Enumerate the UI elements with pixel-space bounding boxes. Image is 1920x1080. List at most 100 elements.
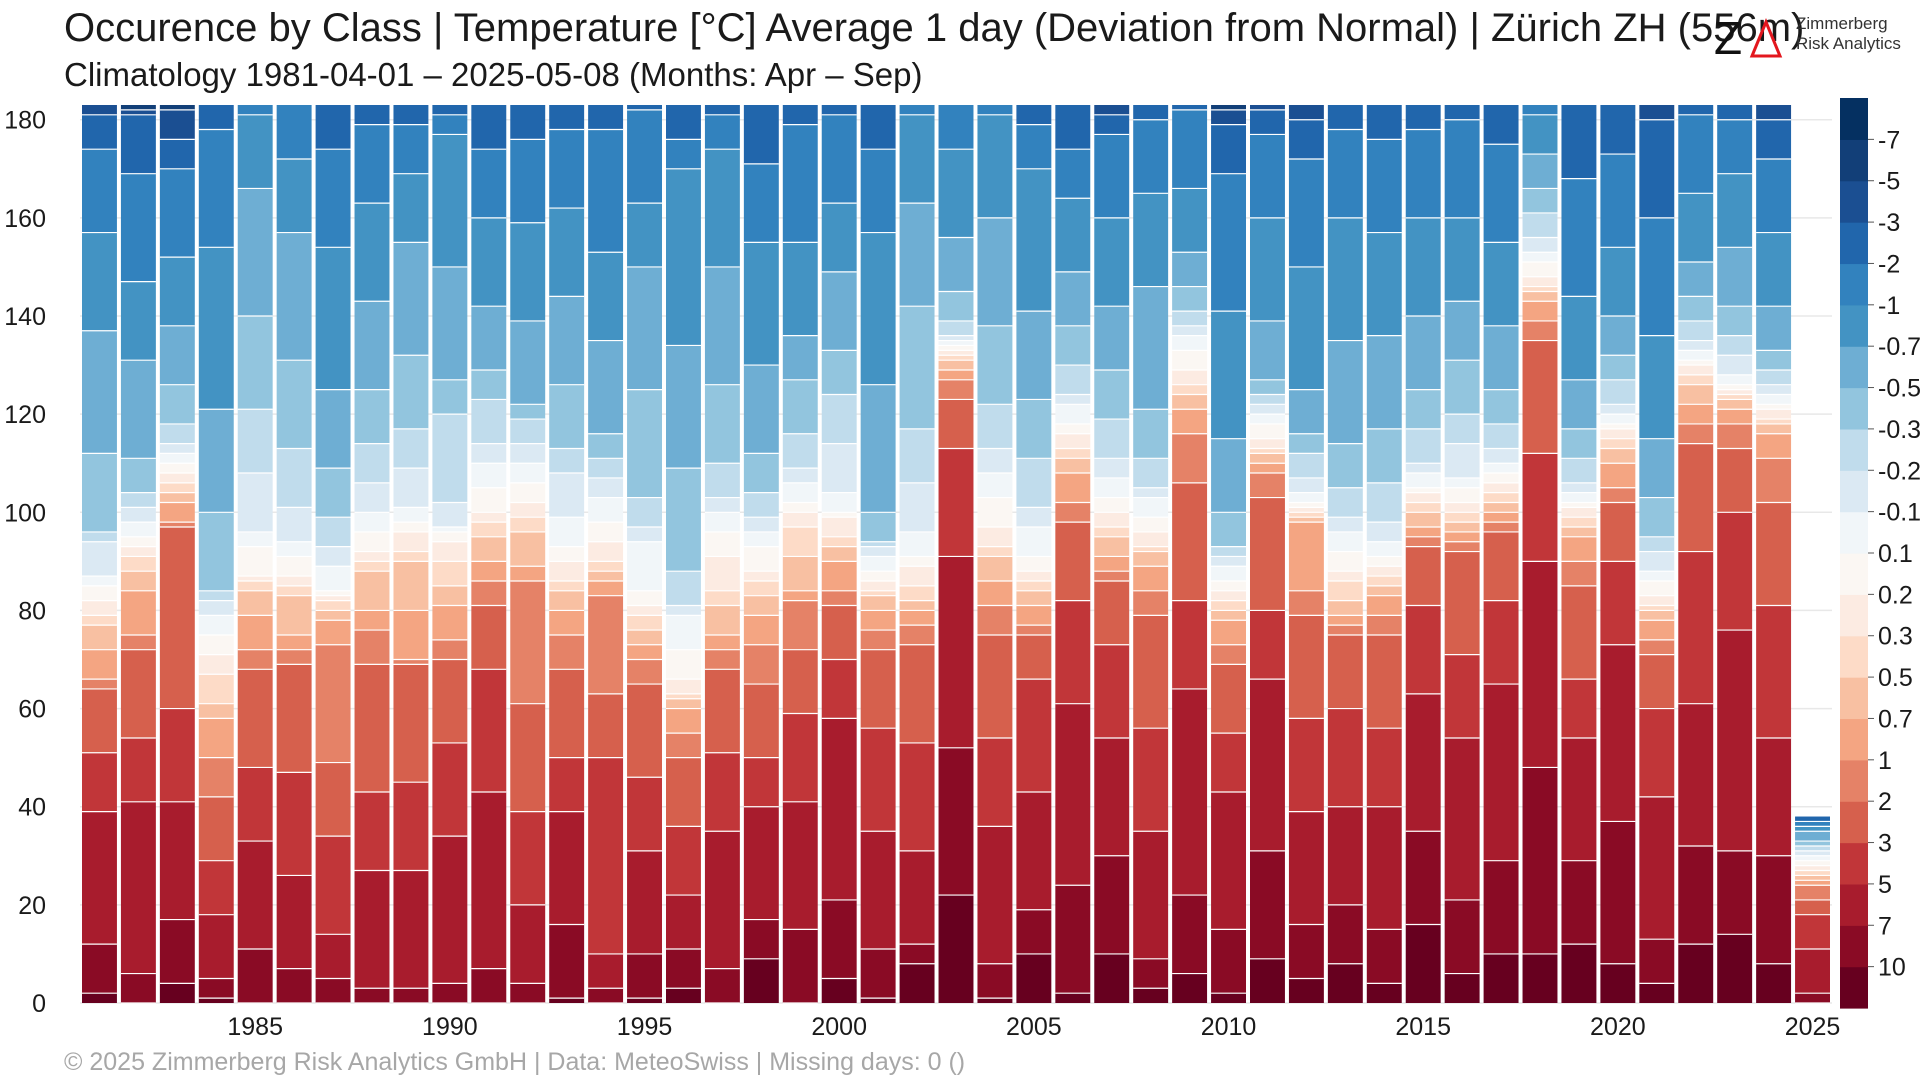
bar-segment	[1366, 566, 1402, 577]
bar-segment	[821, 271, 857, 351]
bar-segment	[82, 149, 117, 233]
bar-segment	[1211, 600, 1246, 611]
bar-segment	[120, 556, 156, 572]
page-title: Occurence by Class | Temperature [°C] Av…	[64, 6, 1805, 50]
bar-stack-2022	[1678, 105, 1714, 1003]
bar-segment	[782, 556, 818, 591]
bar-segment	[1522, 262, 1558, 277]
bar-segment	[1250, 394, 1285, 405]
bar-segment	[120, 281, 156, 361]
bar-segment	[1717, 384, 1753, 390]
bar-segment	[237, 576, 273, 581]
bar-segment	[510, 139, 546, 223]
bar-segment	[237, 949, 273, 1003]
bar-segment	[1717, 335, 1753, 356]
bar-segment	[821, 590, 857, 606]
bar-segment	[159, 801, 195, 920]
bar-segment	[1288, 502, 1324, 508]
bar-segment	[276, 232, 312, 361]
bar-segment	[1327, 217, 1363, 341]
bar-segment	[1756, 605, 1792, 739]
bar-segment	[1327, 634, 1363, 709]
bar-segment	[1717, 409, 1753, 424]
bar-segment	[432, 134, 468, 267]
bar-segment	[1795, 885, 1830, 900]
bar-segment	[82, 600, 117, 616]
bar-segment	[782, 468, 818, 483]
bar-stack-1986	[276, 105, 312, 1004]
bar-segment	[198, 796, 234, 861]
bar-segment	[1795, 841, 1830, 846]
bar-stack-2014	[1366, 105, 1402, 1003]
bar-segment	[549, 546, 585, 562]
bar-segment	[1639, 571, 1675, 581]
bar-segment	[1795, 914, 1830, 950]
bar-segment	[1561, 944, 1597, 1003]
bar-segment	[1250, 109, 1285, 135]
bar-segment	[315, 389, 351, 469]
bar-segment	[1561, 296, 1597, 380]
bar-segment	[276, 649, 312, 665]
bar-segment	[1444, 502, 1480, 513]
bar-segment	[1483, 531, 1519, 601]
bar-segment	[1444, 360, 1480, 415]
bar-segment	[198, 860, 234, 915]
bar-segment	[1639, 551, 1675, 572]
bar-segment	[627, 777, 662, 851]
bar-segment	[1756, 232, 1792, 307]
bar-segment	[1094, 369, 1130, 420]
bar-segment	[860, 512, 896, 542]
bar-segment	[1717, 934, 1753, 1003]
bar-segment	[120, 590, 156, 635]
bar-segment	[1717, 306, 1753, 336]
bar-segment	[510, 566, 546, 581]
bar-segment	[1288, 924, 1324, 979]
bar-segment	[1444, 654, 1480, 739]
bar-segment	[1016, 590, 1052, 606]
bar-segment	[977, 404, 1013, 449]
bar-segment	[432, 561, 468, 586]
bar-stack-1982	[120, 105, 156, 1004]
bar-segment	[1795, 831, 1830, 842]
bar-segment	[1600, 379, 1636, 405]
bar-segment	[1600, 448, 1636, 464]
bar-segment	[1250, 105, 1285, 110]
bar-segment	[899, 306, 935, 429]
bar-segment	[198, 914, 234, 979]
bar-segment	[1405, 546, 1441, 606]
stacked-bar-chart: 0 20 40 60 80 100 120 140 160 180 1985 1990 1995 200…	[4, 98, 1920, 1040]
legend-swatch	[1840, 925, 1868, 968]
bar-segment	[821, 443, 857, 493]
bar-stack-1981	[82, 105, 117, 1003]
bar-segment	[743, 517, 779, 532]
bar-segment	[1250, 414, 1285, 424]
bar-segment	[899, 944, 935, 964]
bar-segment	[1405, 831, 1441, 925]
bar-segment	[899, 610, 935, 626]
bar-segment	[1016, 556, 1052, 572]
bar-segment	[1250, 134, 1285, 218]
bar-segment	[1211, 993, 1246, 1003]
bar-segment	[1172, 409, 1208, 434]
x-tick-label: 2020	[1590, 1013, 1646, 1040]
bar-segment	[704, 634, 740, 650]
bar-stack-2020	[1600, 105, 1636, 1003]
bar-segment	[354, 551, 390, 562]
bar-segment	[704, 831, 740, 969]
bar-segment	[1211, 664, 1246, 734]
bar-segment	[1561, 860, 1597, 945]
bar-segment	[938, 345, 974, 351]
bar-segment	[1639, 796, 1675, 940]
bar-segment	[1016, 580, 1052, 591]
y-tick-label: 120	[4, 401, 46, 429]
bar-segment	[977, 546, 1013, 557]
bar-segment	[977, 325, 1013, 405]
bar-segment	[743, 105, 779, 164]
bar-segment	[1327, 580, 1363, 601]
bar-segment	[899, 428, 935, 483]
bar-segment	[1366, 556, 1402, 567]
bar-segment	[198, 105, 234, 130]
bar-segment	[1133, 615, 1169, 729]
bar-segment	[1795, 880, 1830, 886]
bar-segment	[938, 355, 974, 361]
